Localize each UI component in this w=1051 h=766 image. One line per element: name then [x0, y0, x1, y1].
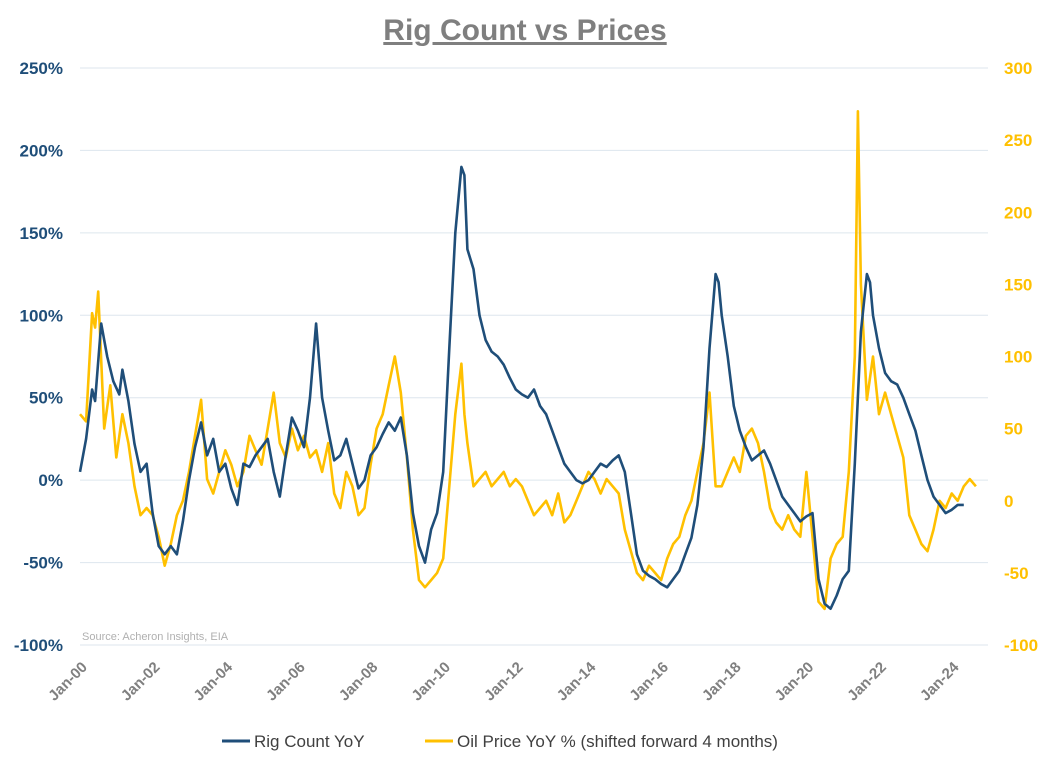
series-lines	[78, 110, 977, 611]
oil-price-series-line	[79, 110, 977, 611]
right-tick-label: 0	[1004, 492, 1013, 511]
x-tick-label: Jan-22	[844, 659, 890, 705]
right-tick-label: 250	[1004, 131, 1032, 150]
rig-count-series-line	[78, 165, 964, 610]
legend: Rig Count YoY Oil Price YoY % (shifted fo…	[222, 732, 778, 751]
right-tick-label: -100	[1004, 636, 1038, 655]
x-tick-label: Jan-20	[772, 659, 818, 705]
x-tick-label: Jan-04	[190, 658, 236, 704]
source-note: Source: Acheron Insights, EIA	[82, 631, 229, 643]
chart-title: Rig Count vs Prices	[383, 14, 666, 47]
x-tick-label: Jan-06	[263, 659, 309, 705]
right-tick-label: 150	[1004, 275, 1032, 294]
right-tick-label: 100	[1004, 348, 1032, 367]
x-tick-label: Jan-14	[554, 658, 600, 704]
x-tick-label: Jan-10	[408, 659, 454, 705]
x-tick-label: Jan-02	[118, 659, 164, 705]
left-tick-label: 50%	[29, 389, 63, 408]
right-tick-label: -50	[1004, 564, 1029, 583]
x-tick-label: Jan-18	[699, 659, 745, 705]
legend-oil-price-label: Oil Price YoY % (shifted forward 4 month…	[457, 732, 778, 751]
left-tick-label: 200%	[20, 141, 63, 160]
x-tick-label: Jan-00	[45, 659, 91, 705]
right-tick-label: 300	[1004, 59, 1032, 78]
left-tick-label: -100%	[14, 636, 63, 655]
right-tick-label: 50	[1004, 420, 1023, 439]
x-tick-label: Jan-08	[336, 659, 382, 705]
legend-rig-count-label: Rig Count YoY	[254, 732, 365, 751]
left-tick-label: 100%	[20, 306, 63, 325]
left-tick-label: -50%	[23, 554, 63, 573]
left-tick-label: 250%	[20, 59, 63, 78]
right-axis-ticks: -100 -50 0 50 100 150 200 250 300	[1004, 59, 1038, 655]
x-tick-label: Jan-12	[481, 659, 527, 705]
x-tick-label: Jan-24	[917, 658, 963, 704]
left-tick-label: 0%	[38, 471, 63, 490]
left-axis-ticks: -100% -50% 0% 50% 100% 150% 200% 250%	[14, 59, 63, 655]
gridlines	[80, 67, 988, 646]
x-tick-label: Jan-16	[626, 659, 672, 705]
left-tick-label: 150%	[20, 224, 63, 243]
x-axis-ticks: Jan-00 Jan-02 Jan-04 Jan-06 Jan-08 Jan-10 Jan-…	[45, 658, 963, 704]
right-tick-label: 200	[1004, 203, 1032, 222]
